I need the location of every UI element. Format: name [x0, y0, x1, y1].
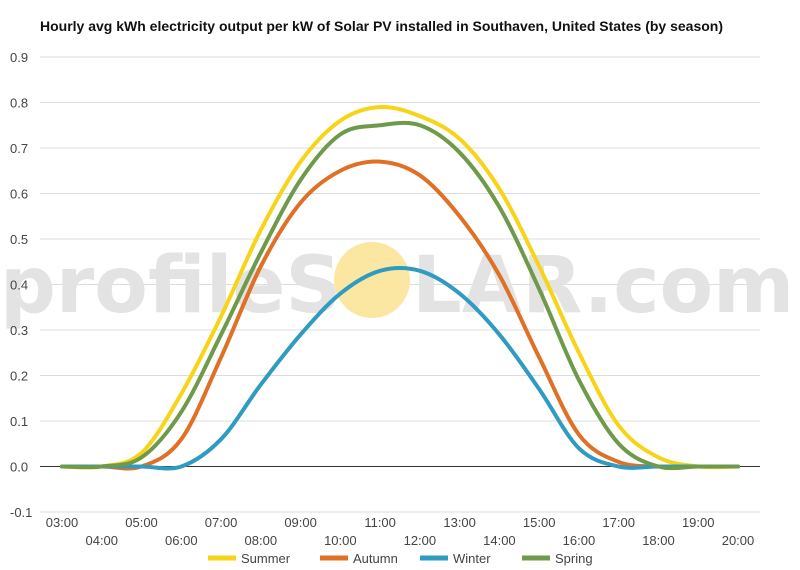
x-tick-label: 19:00 [682, 515, 715, 530]
y-tick-label: 0.7 [10, 141, 28, 156]
x-tick-label: 15:00 [523, 515, 556, 530]
x-tick-label: 20:00 [722, 533, 755, 548]
y-tick-label: 0.4 [10, 278, 28, 293]
gridlines [40, 56, 760, 513]
x-tick-label: 07:00 [205, 515, 238, 530]
x-tick-label: 12:00 [404, 533, 437, 548]
watermark-text-right: LAR.com [412, 241, 794, 331]
y-tick-label: 0.2 [10, 369, 28, 384]
series-line-spring [60, 120, 740, 471]
x-tick-label: 08:00 [245, 533, 278, 548]
y-tick-label: 0.9 [10, 50, 28, 65]
y-axis-ticks: -0.1 0.0 0.1 0.2 0.3 0.4 0.5 0.6 0.7 0.8 0.9 [10, 50, 32, 520]
y-tick-label: 0.0 [10, 460, 28, 475]
x-axis-ticks: 03:00 04:00 05:00 06:00 07:00 08:00 09:00 10:00… [46, 515, 755, 548]
legend-item-summer: Summer [208, 551, 291, 566]
watermark-text-left: profileS [0, 241, 342, 331]
y-tick-label: 0.1 [10, 414, 28, 429]
y-tick-label: 0.3 [10, 323, 28, 338]
x-tick-label: 18:00 [642, 533, 675, 548]
series-line-winter [60, 266, 740, 471]
series-line-summer [60, 105, 740, 470]
y-tick-label: 0.5 [10, 232, 28, 247]
y-tick-label: -0.1 [10, 505, 32, 520]
x-tick-label: 17:00 [602, 515, 635, 530]
x-tick-label: 06:00 [165, 533, 198, 548]
legend-item-winter: Winter [420, 551, 491, 566]
x-tick-label: 05:00 [125, 515, 158, 530]
legend-item-spring: Spring [522, 551, 593, 566]
x-tick-label: 11:00 [364, 515, 396, 530]
x-tick-label: 10:00 [324, 533, 357, 548]
legend-label: Winter [453, 551, 491, 566]
x-tick-label: 16:00 [563, 533, 596, 548]
y-tick-label: 0.6 [10, 187, 28, 202]
sun-logo-icon [334, 242, 410, 318]
x-tick-label: 13:00 [443, 515, 476, 530]
x-tick-label: 14:00 [483, 533, 516, 548]
legend-item-autumn: Autumn [320, 551, 398, 566]
y-tick-label: 0.8 [10, 96, 28, 111]
legend: Summer Autumn Winter Spring [208, 551, 593, 566]
chart-title: Hourly avg kWh electricity output per kW… [40, 18, 724, 34]
x-tick-label: 04:00 [85, 533, 118, 548]
series-lines [60, 105, 740, 471]
watermark: profileS LAR.com [0, 241, 794, 331]
x-tick-label: 09:00 [284, 515, 317, 530]
legend-label: Autumn [353, 551, 398, 566]
legend-label: Spring [555, 551, 593, 566]
x-tick-label: 03:00 [46, 515, 79, 530]
series-line-autumn [60, 159, 740, 471]
legend-label: Summer [241, 551, 291, 566]
